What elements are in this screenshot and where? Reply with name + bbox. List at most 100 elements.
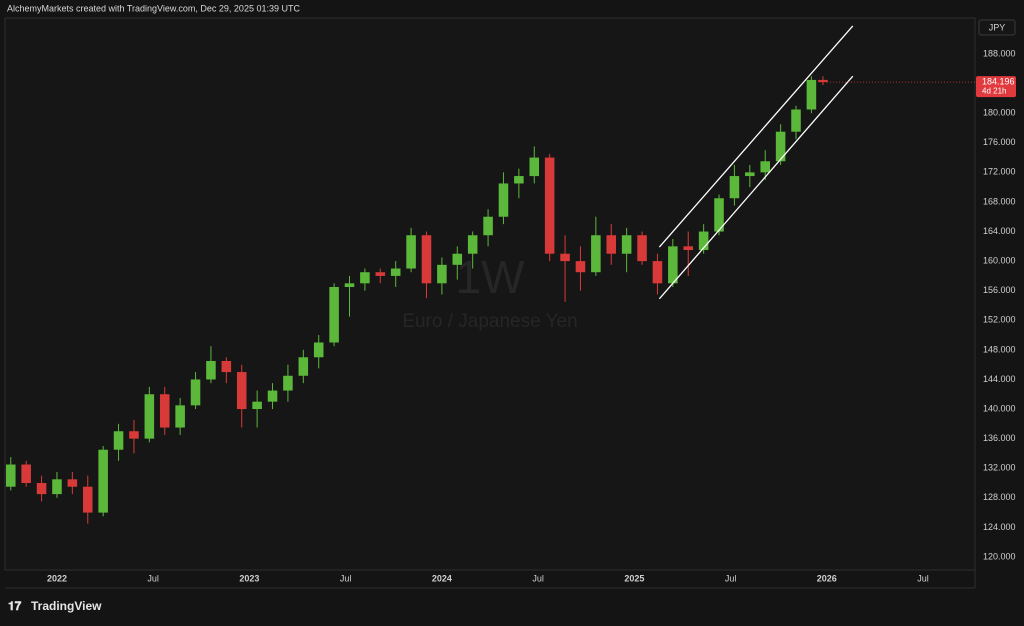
candle-body bbox=[159, 394, 170, 428]
candle-body bbox=[575, 261, 586, 273]
candle bbox=[714, 194, 724, 236]
candle-body bbox=[714, 198, 724, 232]
last-price-label: 184.196 bbox=[982, 77, 1015, 87]
logo-mark: 𝟏𝟕 bbox=[8, 599, 22, 613]
candle bbox=[375, 268, 386, 284]
y-tick-label: 164.000 bbox=[983, 226, 1016, 236]
candle bbox=[252, 390, 262, 428]
candle-body bbox=[529, 157, 540, 177]
candle-body bbox=[329, 287, 339, 343]
symbol-watermark: Euro / Japanese Yen bbox=[402, 311, 577, 332]
candle-body bbox=[298, 357, 309, 376]
interval-watermark: 1W bbox=[456, 251, 526, 303]
candle bbox=[529, 146, 540, 184]
y-tick-label: 120.000 bbox=[983, 551, 1016, 561]
candle bbox=[190, 372, 201, 410]
candle-body bbox=[206, 360, 216, 380]
y-tick-label: 156.000 bbox=[983, 285, 1016, 295]
candle-body bbox=[67, 479, 78, 487]
candle bbox=[760, 150, 770, 180]
candle bbox=[544, 153, 555, 262]
candle-body bbox=[467, 235, 478, 254]
candle bbox=[113, 423, 124, 461]
candle-body bbox=[236, 372, 247, 410]
candle bbox=[36, 475, 47, 502]
candle bbox=[745, 164, 755, 188]
candle bbox=[575, 246, 586, 291]
candle-body bbox=[113, 431, 124, 450]
candle bbox=[818, 76, 828, 86]
y-tick-label: 176.000 bbox=[983, 137, 1016, 147]
y-tick-label: 124.000 bbox=[983, 522, 1016, 532]
candle-body bbox=[818, 79, 828, 83]
x-tick-label: Jul bbox=[147, 573, 159, 583]
candle-body bbox=[791, 109, 801, 132]
candle-body bbox=[21, 464, 31, 484]
logo-text: TradingView bbox=[31, 599, 102, 613]
candle bbox=[82, 475, 93, 524]
candle-body bbox=[52, 479, 62, 495]
x-tick-label: 2025 bbox=[624, 573, 644, 583]
y-tick-label: 172.000 bbox=[983, 167, 1016, 177]
candle-body bbox=[437, 264, 447, 284]
last-price-box bbox=[976, 76, 1016, 98]
candle bbox=[421, 231, 432, 299]
candle-body bbox=[560, 253, 570, 262]
plot-layer bbox=[6, 76, 828, 524]
candle-body bbox=[144, 394, 155, 439]
candle-body bbox=[190, 379, 201, 406]
candle bbox=[344, 275, 355, 317]
candle bbox=[591, 216, 601, 276]
candle bbox=[498, 172, 509, 225]
x-tick-label: Jul bbox=[725, 573, 737, 583]
logo[interactable]: 𝟏𝟕 TradingView bbox=[8, 599, 102, 613]
candle bbox=[6, 457, 16, 491]
y-tick-label: 188.000 bbox=[983, 48, 1016, 58]
candle-body bbox=[390, 268, 401, 276]
header: AlchemyMarkets created with TradingView.… bbox=[7, 3, 300, 13]
candle-body bbox=[129, 431, 139, 439]
candle-body bbox=[498, 183, 509, 217]
candle-body bbox=[36, 483, 47, 495]
candle-body bbox=[221, 360, 232, 373]
x-tick-label: Jul bbox=[532, 573, 544, 583]
candle-body bbox=[452, 253, 463, 265]
candle bbox=[775, 124, 786, 165]
candle bbox=[729, 164, 740, 206]
candle-body bbox=[683, 246, 694, 251]
candle bbox=[175, 397, 185, 435]
y-tick-label: 132.000 bbox=[983, 463, 1016, 473]
countdown: 4d 21h bbox=[982, 86, 1006, 95]
y-tick-label: 160.000 bbox=[983, 255, 1016, 265]
candle bbox=[637, 231, 647, 265]
currency-box[interactable] bbox=[978, 19, 1016, 36]
candle-body bbox=[668, 246, 678, 284]
candle-body bbox=[698, 231, 709, 251]
y-tick-label: 128.000 bbox=[983, 492, 1016, 502]
candle bbox=[329, 283, 339, 347]
candle bbox=[683, 231, 694, 276]
candle bbox=[806, 76, 817, 114]
candle-body bbox=[175, 405, 185, 428]
candle-body bbox=[283, 375, 293, 391]
y-tick-label: 144.000 bbox=[983, 374, 1016, 384]
trend-line bbox=[658, 75, 854, 300]
candle-body bbox=[637, 235, 647, 262]
candle-body bbox=[421, 235, 432, 284]
candle bbox=[452, 246, 463, 280]
candle bbox=[406, 227, 416, 273]
y-tick-label: 152.000 bbox=[983, 315, 1016, 325]
candle bbox=[668, 238, 678, 288]
candle-body bbox=[544, 157, 555, 254]
candle bbox=[67, 471, 78, 495]
candle bbox=[52, 471, 62, 498]
candle-body bbox=[729, 176, 740, 199]
candle-body bbox=[406, 235, 416, 269]
candle-body bbox=[775, 131, 786, 162]
y-tick-label: 140.000 bbox=[983, 403, 1016, 413]
currency[interactable]: JPY bbox=[989, 22, 1006, 32]
x-tick-label: 2022 bbox=[47, 573, 67, 583]
candle bbox=[313, 335, 324, 369]
